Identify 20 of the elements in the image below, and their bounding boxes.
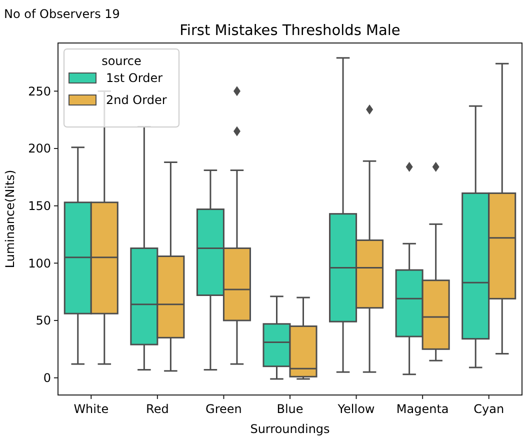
legend-label: 2nd Order [106,93,167,108]
legend-title: source [102,54,142,68]
x-tick-label: Cyan [474,402,504,416]
y-axis-title: Luminance(Nits) [3,170,17,268]
y-tick-label: 100 [28,256,51,270]
y-tick-label: 0 [43,371,51,385]
x-tick-label: Yellow [336,402,375,416]
legend-label: 1st Order [106,71,163,86]
x-tick-label: Blue [276,402,304,416]
chart-title: First Mistakes Thresholds Male [180,23,400,39]
y-tick-label: 200 [28,142,51,156]
x-tick-label: Red [146,402,169,416]
y-tick-label: 250 [28,84,51,98]
x-tick-label: Green [206,402,242,416]
x-tick-label: Magenta [396,402,449,416]
text: No of Observers 19 [4,7,120,21]
y-tick-label: 150 [28,199,51,214]
x-tick-label: White [74,402,109,416]
x-axis-title: Surroundings [250,422,330,436]
y-tick-label: 50 [36,314,51,328]
